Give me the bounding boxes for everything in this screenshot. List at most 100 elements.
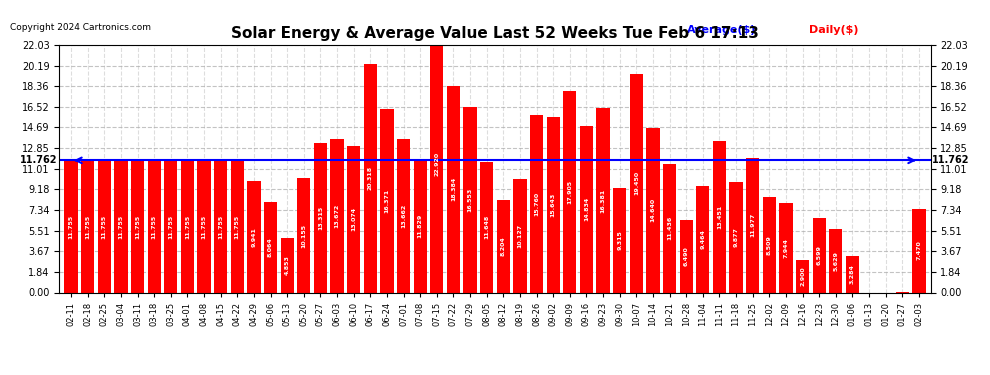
Text: 9.941: 9.941 xyxy=(251,227,256,247)
Bar xyxy=(546,117,559,292)
Bar xyxy=(663,164,676,292)
Bar xyxy=(913,209,926,292)
Text: 6.490: 6.490 xyxy=(684,246,689,266)
Bar xyxy=(613,188,627,292)
Bar xyxy=(563,92,576,292)
Bar xyxy=(813,218,826,292)
Text: 11.755: 11.755 xyxy=(168,214,173,238)
Bar xyxy=(580,126,593,292)
Bar xyxy=(98,160,111,292)
Text: 17.905: 17.905 xyxy=(567,180,572,204)
Text: Daily($): Daily($) xyxy=(809,25,858,35)
Text: 16.381: 16.381 xyxy=(601,188,606,213)
Bar xyxy=(214,160,228,292)
Text: 8.509: 8.509 xyxy=(767,235,772,255)
Text: 13.315: 13.315 xyxy=(318,206,323,230)
Text: 16.371: 16.371 xyxy=(384,188,389,213)
Text: 11.436: 11.436 xyxy=(667,216,672,240)
Bar xyxy=(397,139,410,292)
Text: 13.074: 13.074 xyxy=(351,207,356,231)
Text: 11.977: 11.977 xyxy=(750,213,755,237)
Bar xyxy=(363,64,377,292)
Text: 13.451: 13.451 xyxy=(717,205,722,229)
Text: 11.755: 11.755 xyxy=(235,214,240,238)
Bar xyxy=(762,197,776,292)
Bar xyxy=(347,146,360,292)
Bar xyxy=(248,181,260,292)
Bar xyxy=(197,160,211,292)
Text: 11.648: 11.648 xyxy=(484,215,489,239)
Bar xyxy=(713,141,726,292)
Bar xyxy=(81,160,94,292)
Bar xyxy=(314,143,327,292)
Text: 11.755: 11.755 xyxy=(85,214,90,238)
Text: 14.640: 14.640 xyxy=(650,198,655,222)
Bar xyxy=(497,200,510,292)
Text: 5.629: 5.629 xyxy=(834,251,839,271)
Bar xyxy=(380,109,394,292)
Bar xyxy=(746,158,759,292)
Bar xyxy=(181,160,194,292)
Text: 8.204: 8.204 xyxy=(501,237,506,256)
Text: 11.755: 11.755 xyxy=(135,214,140,238)
Text: 13.662: 13.662 xyxy=(401,204,406,228)
Text: 7.944: 7.944 xyxy=(783,238,788,258)
Text: 11.762: 11.762 xyxy=(933,155,970,165)
Bar xyxy=(779,203,793,292)
Text: 11.755: 11.755 xyxy=(151,214,156,238)
Text: 11.755: 11.755 xyxy=(218,214,223,238)
Text: 11.829: 11.829 xyxy=(418,214,423,238)
Bar xyxy=(431,35,444,292)
Text: 6.599: 6.599 xyxy=(817,246,822,266)
Text: 11.755: 11.755 xyxy=(202,214,207,238)
Bar xyxy=(148,160,160,292)
Text: 8.064: 8.064 xyxy=(268,237,273,257)
Bar xyxy=(331,139,344,292)
Bar xyxy=(630,74,643,292)
Text: Copyright 2024 Cartronics.com: Copyright 2024 Cartronics.com xyxy=(10,22,150,32)
Text: 20.318: 20.318 xyxy=(368,166,373,190)
Text: 9.464: 9.464 xyxy=(700,230,705,249)
Text: 11.755: 11.755 xyxy=(119,214,124,238)
Text: 4.853: 4.853 xyxy=(285,255,290,275)
Bar xyxy=(480,162,493,292)
Bar xyxy=(264,202,277,292)
Text: 15.760: 15.760 xyxy=(534,192,540,216)
Bar xyxy=(114,160,128,292)
Bar xyxy=(646,128,659,292)
Bar xyxy=(845,256,859,292)
Text: 10.127: 10.127 xyxy=(518,224,523,248)
Bar xyxy=(730,182,742,292)
Title: Solar Energy & Average Value Last 52 Weeks Tue Feb 6 17:13: Solar Energy & Average Value Last 52 Wee… xyxy=(231,26,759,41)
Bar xyxy=(596,108,610,292)
Bar xyxy=(231,160,244,292)
Text: 16.553: 16.553 xyxy=(467,188,472,211)
Bar xyxy=(414,160,427,292)
Bar xyxy=(297,178,311,292)
Text: 15.643: 15.643 xyxy=(550,192,555,217)
Text: Average($): Average($) xyxy=(687,25,756,35)
Text: 9.315: 9.315 xyxy=(617,230,622,250)
Bar xyxy=(513,179,527,292)
Text: 9.877: 9.877 xyxy=(734,227,739,247)
Bar xyxy=(280,238,294,292)
Bar xyxy=(463,106,477,292)
Text: 19.450: 19.450 xyxy=(634,171,639,195)
Text: 22.920: 22.920 xyxy=(435,152,440,176)
Text: 11.755: 11.755 xyxy=(185,214,190,238)
Bar xyxy=(446,86,460,292)
Text: 13.672: 13.672 xyxy=(335,204,340,228)
Text: 11.762: 11.762 xyxy=(20,155,57,165)
Bar xyxy=(796,260,809,292)
Bar xyxy=(131,160,145,292)
Bar xyxy=(164,160,177,292)
Text: 11.755: 11.755 xyxy=(68,214,73,238)
Text: 14.834: 14.834 xyxy=(584,197,589,221)
Text: 11.755: 11.755 xyxy=(102,214,107,238)
Bar xyxy=(696,186,710,292)
Bar xyxy=(64,160,77,292)
Text: 3.284: 3.284 xyxy=(850,264,855,284)
Bar xyxy=(679,220,693,292)
Text: 10.155: 10.155 xyxy=(301,224,306,248)
Text: 18.384: 18.384 xyxy=(450,177,456,201)
